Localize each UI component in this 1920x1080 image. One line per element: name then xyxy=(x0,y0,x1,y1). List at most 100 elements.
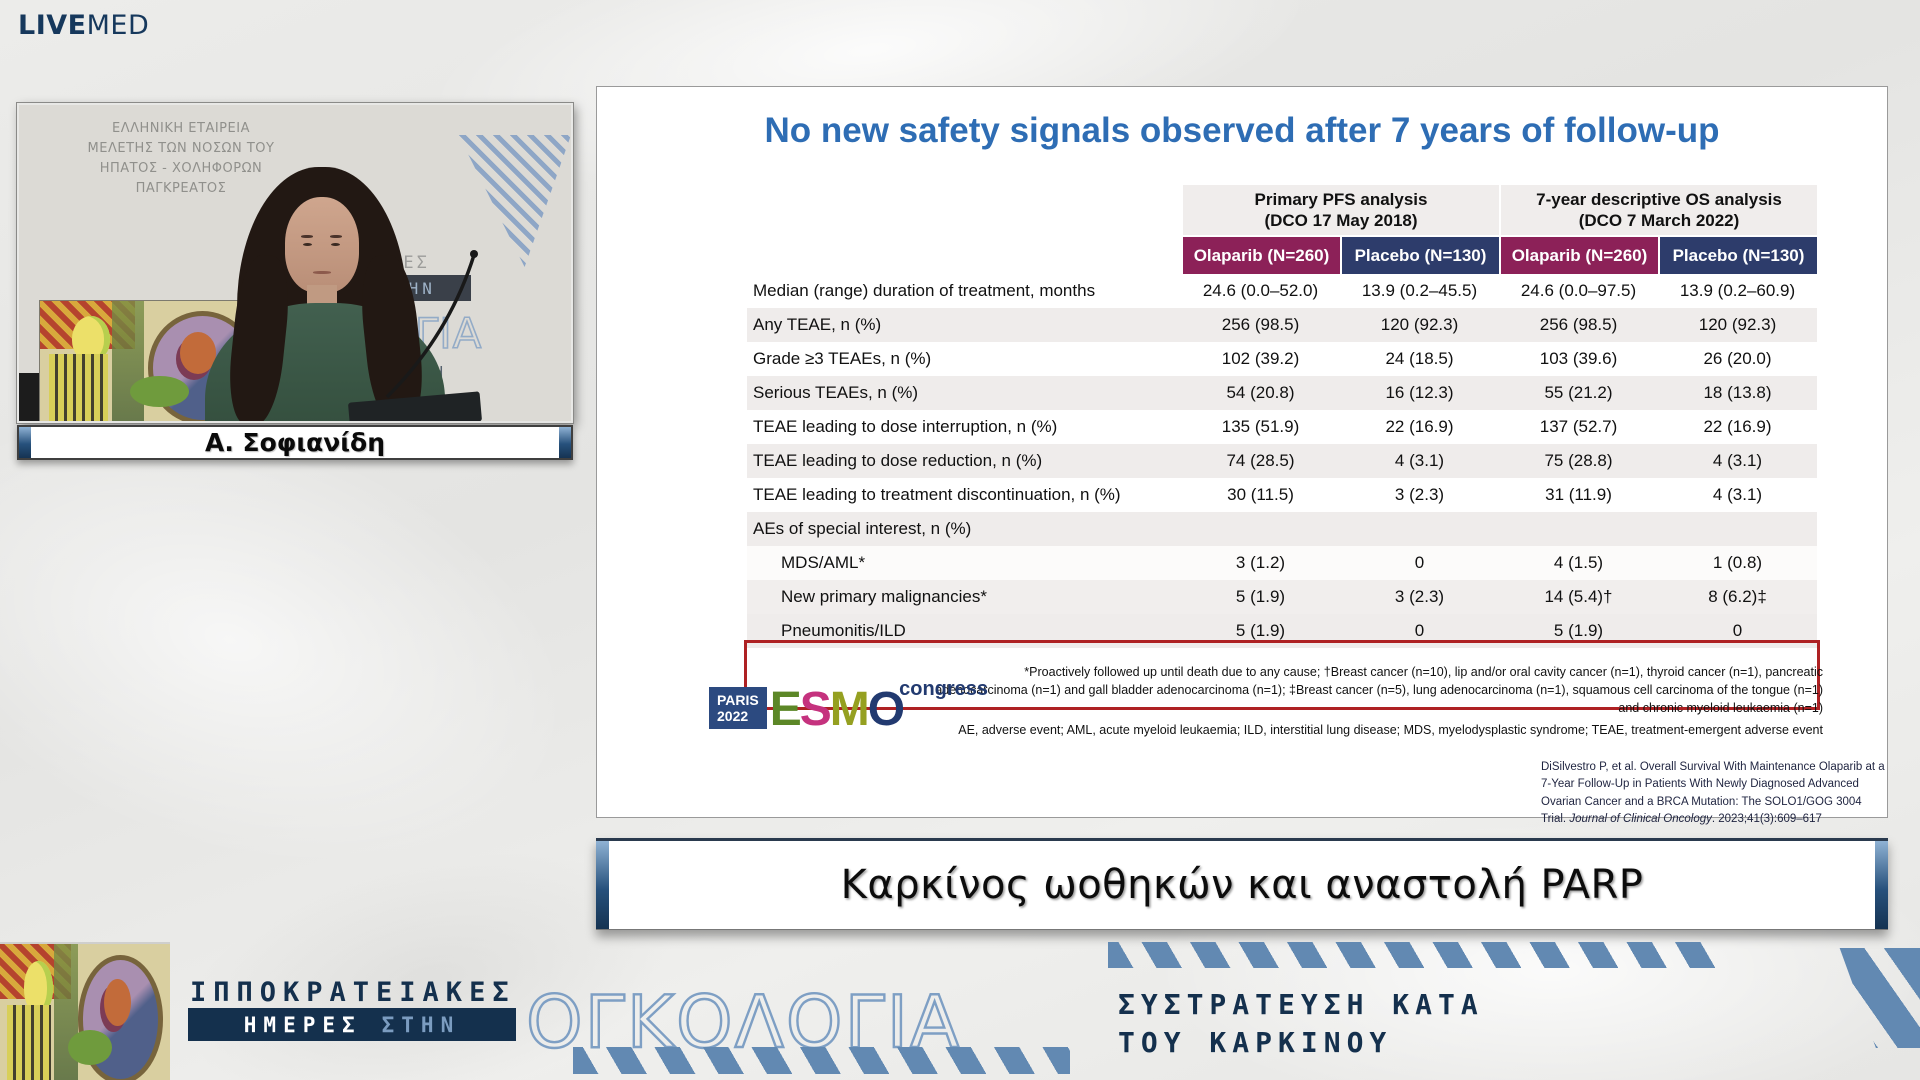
cell-value: 137 (52.7) xyxy=(1539,417,1618,436)
esmo-letter: E xyxy=(769,682,802,736)
table-row: Median (range) duration of treatment, mo… xyxy=(747,274,1817,308)
footer-hippokrateiakes: ΙΠΠΟΚΡΑΤΕΙΑΚΕΣ xyxy=(190,977,516,1008)
arm-header-placebo: Placebo (N=130) xyxy=(1660,237,1817,274)
table-row: TEAE leading to dose interruption, n (%)… xyxy=(747,410,1817,444)
nameplate-right-strip xyxy=(559,427,571,458)
footer-hatch-stripe-bottom xyxy=(573,1047,1070,1074)
speaker-video-feed: ΕΛΛΗΝΙΚΗ ΕΤΑΙΡΕΙΑ ΜΕΛΕΤΗΣ ΤΩΝ ΝΟΣΩΝ ΤΟΥ … xyxy=(16,102,574,424)
cell-value: 5 (1.9) xyxy=(1553,621,1604,640)
podium-object xyxy=(19,373,39,421)
session-title: Καρκίνος ωοθηκών και αναστολή PARP xyxy=(840,862,1644,908)
cell-value: 3 (2.3) xyxy=(1394,485,1445,504)
table-row: TEAE leading to dose reduction, n (%) 74… xyxy=(747,444,1817,478)
group-header-line: 7-year descriptive OS analysis xyxy=(1536,189,1782,209)
society-line: ΕΛΛΗΝΙΚΗ ΕΤΑΙΡΕΙΑ xyxy=(112,121,250,136)
cell-value: 120 (92.3) xyxy=(1380,315,1459,334)
painting-figure-body xyxy=(6,1004,51,1080)
microphone xyxy=(385,250,478,399)
society-line: ΠΑΓΚΡΕΑΤΟΣ xyxy=(135,181,227,197)
footer-hatch-stripe-top xyxy=(1108,942,1720,968)
row-label: New primary malignancies* xyxy=(781,587,987,606)
speaker-eyebrow xyxy=(301,235,313,238)
row-label: Median (range) duration of treatment, mo… xyxy=(753,281,1096,300)
painting-green-circle xyxy=(68,1029,113,1066)
painting-green-circle xyxy=(130,376,190,408)
row-label: AEs of special interest, n (%) xyxy=(753,519,972,538)
row-label: TEAE leading to dose reduction, n (%) xyxy=(753,451,1043,470)
society-line: ΗΠΑΤΟΣ - ΧΟΛΗΦΟΡΩΝ xyxy=(99,161,263,177)
cell-value: 120 (92.3) xyxy=(1698,315,1777,334)
cell-value: 4 (3.1) xyxy=(1712,485,1763,504)
cell-value: 14 (5.4)† xyxy=(1544,587,1613,606)
arm-header-placebo: Placebo (N=130) xyxy=(1342,237,1499,274)
cell-value: 18 (13.8) xyxy=(1703,383,1772,402)
cell-value: 22 (16.9) xyxy=(1703,417,1772,436)
livemed-logo-live: LIVE xyxy=(18,10,87,41)
livemed-logo: LIVEMED xyxy=(18,10,149,41)
citation-journal: Journal of Clinical Oncology xyxy=(1569,812,1712,825)
cell-value: 74 (28.5) xyxy=(1226,451,1295,470)
footer-campaign-slogan: ΣΥΣΤΡΑΤΕΥΣΗ ΚΑΤΑ ΤΟΥ ΚΑΡΚΙΝΟΥ xyxy=(1118,986,1484,1062)
esmo-year: 2022 xyxy=(717,708,749,725)
cell-value: 0 xyxy=(1732,621,1743,640)
cell-value xyxy=(1340,512,1499,546)
cell-value xyxy=(1658,512,1817,546)
esmo-paris-box: PARIS 2022 xyxy=(709,687,767,730)
cell-value: 5 (1.9) xyxy=(1235,587,1286,606)
footnote-line: *Proactively followed up until death due… xyxy=(1024,665,1823,679)
citation-text: DiSilvestro P, et al. Overall Survival W… xyxy=(1541,761,1885,825)
cell-value: 30 (11.5) xyxy=(1227,485,1294,504)
slide-title: No new safety signals observed after 7 y… xyxy=(764,111,1720,150)
row-label: MDS/AML* xyxy=(781,553,866,572)
esmo-letter: M xyxy=(829,682,870,736)
row-label: Pneumonitis/ILD xyxy=(781,621,906,640)
cell-value: 13.9 (0.2–60.9) xyxy=(1679,281,1796,300)
cell-value: 22 (16.9) xyxy=(1385,417,1454,436)
esmo-letter: S xyxy=(799,682,832,736)
speaker-mouth xyxy=(313,271,331,274)
cell-value xyxy=(1181,512,1340,546)
cell-value: 5 (1.9) xyxy=(1235,621,1286,640)
table-row: TEAE leading to treatment discontinuatio… xyxy=(747,478,1817,512)
group-header-os: 7-year descriptive OS analysis (DCO 7 Ma… xyxy=(1501,185,1817,235)
table-row: MDS/AML* 3 (1.2) 0 4 (1.5) 1 (0.8) xyxy=(747,546,1817,580)
footer-hmeres-sthn-box: ΗΜΕΡΕΣ ΣΤΗΝ xyxy=(188,1008,516,1041)
group-header-line: Primary PFS analysis xyxy=(1254,189,1428,209)
group-header-line: (DCO 7 March 2022) xyxy=(1578,211,1740,230)
society-backdrop-text: ΕΛΛΗΝΙΚΗ ΕΤΑΙΡΕΙΑ ΜΕΛΕΤΗΣ ΤΩΝ ΝΟΣΩΝ ΤΟΥ … xyxy=(61,119,301,200)
footnote-line: and chronic myeloid leukaemia (n=1) xyxy=(1618,701,1823,716)
reference-citation: DiSilvestro P, et al. Overall Survival W… xyxy=(1541,759,1889,828)
esmo-letter: O xyxy=(867,682,905,736)
cell-value: 13.9 (0.2–45.5) xyxy=(1361,281,1478,300)
cell-value: 24 (18.5) xyxy=(1385,349,1454,368)
cell-value: 0 xyxy=(1414,553,1425,572)
cell-value: 16 (12.3) xyxy=(1385,383,1454,402)
cell-value: 4 (3.1) xyxy=(1394,451,1445,470)
cell-value: 4 (1.5) xyxy=(1553,553,1604,572)
cell-value: 75 (28.8) xyxy=(1544,451,1613,470)
cell-value: 3 (2.3) xyxy=(1394,587,1445,606)
table-row: New primary malignancies* 5 (1.9) 3 (2.3… xyxy=(747,580,1817,614)
table-row: Grade ≥3 TEAEs, n (%) 102 (39.2) 24 (18.… xyxy=(747,342,1817,376)
painting-figure-head xyxy=(23,960,53,1013)
group-header-pfs: Primary PFS analysis (DCO 17 May 2018) xyxy=(1183,185,1499,235)
society-line: ΜΕΛΕΤΗΣ ΤΩΝ ΝΟΣΩΝ ΤΟΥ xyxy=(87,141,275,157)
table-arm-header-row: Olaparib (N=260) Placebo (N=130) Olapari… xyxy=(747,237,1817,274)
row-label: TEAE leading to treatment discontinuatio… xyxy=(753,485,1121,504)
speaker-eye xyxy=(331,243,340,246)
livemed-logo-med: MED xyxy=(86,10,150,41)
cell-value: 256 (98.5) xyxy=(1539,315,1618,334)
row-label: TEAE leading to dose interruption, n (%) xyxy=(753,417,1058,436)
table-row: Serious TEAEs, n (%) 54 (20.8) 16 (12.3)… xyxy=(747,376,1817,410)
presentation-slide: No new safety signals observed after 7 y… xyxy=(596,86,1888,825)
speaker-name: Α. Σοφιανίδη xyxy=(204,428,386,457)
cell-value: 3 (1.2) xyxy=(1235,553,1286,572)
banner-right-strip xyxy=(1875,841,1888,929)
footnote-line: adenocarcinoma (n=1) and gall bladder ad… xyxy=(935,683,1823,698)
cell-value: 0 xyxy=(1414,621,1425,640)
speaker-face xyxy=(285,197,359,293)
campaign-line: ΤΟΥ ΚΑΡΚΙΝΟΥ xyxy=(1118,1025,1393,1059)
session-title-banner: Καρκίνος ωοθηκών και αναστολή PARP xyxy=(596,838,1888,930)
footer-picasso-painting xyxy=(0,942,170,1080)
arm-header-olaparib: Olaparib (N=260) xyxy=(1501,237,1658,274)
